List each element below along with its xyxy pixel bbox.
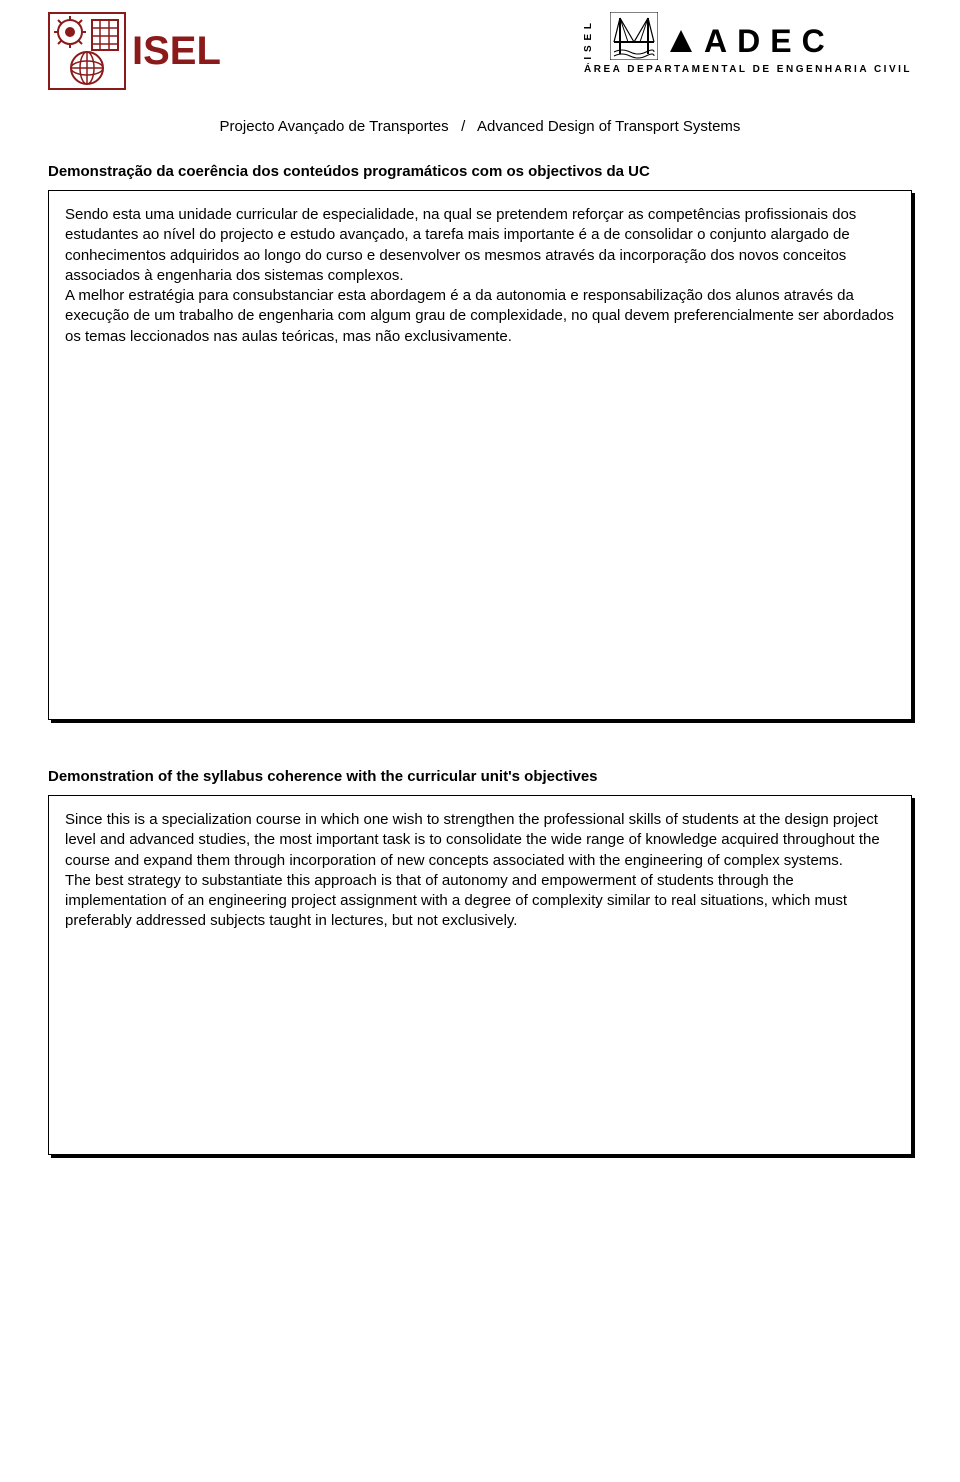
adec-subtitle: ÁREA DEPARTAMENTAL DE ENGENHARIA CIVIL bbox=[584, 64, 912, 75]
triangle-icon bbox=[668, 28, 694, 54]
course-name-en: Advanced Design of Transport Systems bbox=[477, 118, 740, 135]
adec-row: I S E L ADEC bbox=[584, 12, 835, 60]
isel-crest-icon bbox=[48, 12, 126, 90]
course-name-pt: Projecto Avançado de Transportes bbox=[220, 118, 449, 135]
isel-label: ISEL bbox=[132, 29, 221, 74]
section1-box: Sendo esta uma unidade curricular de esp… bbox=[48, 190, 912, 720]
logo-right: I S E L ADEC bbox=[584, 12, 912, 75]
logo-left: ISEL bbox=[48, 12, 221, 90]
isel-vertical-label: I S E L bbox=[584, 22, 594, 60]
course-title-line: Projecto Avançado de Transportes / Advan… bbox=[48, 118, 912, 135]
section2-heading: Demonstration of the syllabus coherence … bbox=[48, 768, 912, 785]
bridge-icon bbox=[610, 12, 658, 60]
section1-body: Sendo esta uma unidade curricular de esp… bbox=[65, 205, 895, 347]
header: ISEL I S E L bbox=[48, 12, 912, 90]
adec-label: ADEC bbox=[704, 23, 835, 60]
section1-heading: Demonstração da coerência dos conteúdos … bbox=[48, 163, 912, 180]
section2-body: Since this is a specialization course in… bbox=[65, 810, 895, 932]
course-separator: / bbox=[461, 118, 465, 135]
page-container: ISEL I S E L bbox=[0, 0, 960, 1203]
section2-box: Since this is a specialization course in… bbox=[48, 795, 912, 1155]
